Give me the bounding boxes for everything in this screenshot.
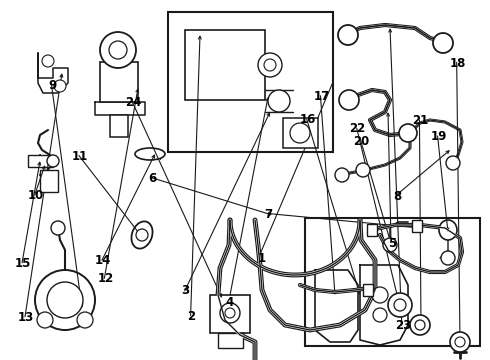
Bar: [40, 170, 58, 192]
Circle shape: [372, 287, 388, 303]
Text: 20: 20: [353, 135, 370, 148]
Text: 21: 21: [412, 114, 429, 127]
Text: 16: 16: [299, 113, 316, 126]
Circle shape: [100, 32, 136, 68]
Circle shape: [446, 156, 460, 170]
Text: 22: 22: [349, 122, 366, 135]
Circle shape: [42, 55, 54, 67]
Bar: [110, 115, 128, 137]
Circle shape: [54, 80, 66, 92]
Bar: [363, 284, 373, 296]
Text: 10: 10: [27, 189, 44, 202]
Circle shape: [258, 53, 282, 77]
Circle shape: [455, 337, 465, 347]
Circle shape: [47, 282, 83, 318]
Bar: [210, 295, 250, 333]
Ellipse shape: [135, 148, 165, 160]
Circle shape: [35, 270, 95, 330]
Bar: [305, 218, 480, 346]
Text: 12: 12: [97, 273, 114, 285]
Circle shape: [109, 41, 127, 59]
Circle shape: [290, 123, 310, 143]
Text: 24: 24: [125, 96, 142, 109]
Bar: [283, 118, 318, 148]
Text: 5: 5: [388, 237, 396, 249]
Circle shape: [441, 251, 455, 265]
Circle shape: [37, 312, 53, 328]
Text: 15: 15: [15, 257, 31, 270]
Text: 23: 23: [394, 319, 411, 332]
Bar: [185, 30, 265, 100]
Text: 8: 8: [393, 190, 401, 203]
Circle shape: [338, 25, 358, 45]
Ellipse shape: [439, 220, 457, 240]
Bar: [168, 12, 333, 152]
Text: 7: 7: [265, 208, 272, 221]
Text: 19: 19: [430, 130, 447, 143]
Circle shape: [388, 293, 412, 317]
Circle shape: [433, 33, 453, 53]
Text: 17: 17: [313, 90, 330, 103]
Text: 2: 2: [187, 310, 195, 323]
Bar: [28, 155, 53, 167]
Text: 4: 4: [225, 296, 233, 309]
Text: 13: 13: [18, 311, 34, 324]
Circle shape: [450, 332, 470, 352]
Circle shape: [77, 312, 93, 328]
Text: 18: 18: [449, 57, 466, 69]
Circle shape: [268, 90, 290, 112]
Circle shape: [220, 303, 240, 323]
Ellipse shape: [131, 221, 152, 249]
Bar: [412, 220, 422, 232]
Circle shape: [136, 229, 148, 241]
Text: 3: 3: [181, 284, 189, 297]
Circle shape: [373, 308, 387, 322]
Circle shape: [51, 221, 65, 235]
Circle shape: [225, 308, 235, 318]
Circle shape: [335, 168, 349, 182]
Circle shape: [399, 124, 417, 142]
Text: 9: 9: [49, 79, 56, 92]
Circle shape: [410, 315, 430, 335]
Bar: [218, 333, 243, 348]
Circle shape: [383, 238, 397, 252]
Circle shape: [264, 59, 276, 71]
Ellipse shape: [47, 155, 59, 167]
Circle shape: [415, 320, 425, 330]
Circle shape: [394, 299, 406, 311]
Text: 11: 11: [72, 150, 88, 163]
Bar: [100, 62, 138, 102]
Circle shape: [339, 90, 359, 110]
Circle shape: [356, 163, 370, 177]
Bar: [367, 224, 377, 236]
Text: 6: 6: [148, 172, 156, 185]
Text: 1: 1: [258, 252, 266, 265]
Text: 14: 14: [95, 255, 111, 267]
